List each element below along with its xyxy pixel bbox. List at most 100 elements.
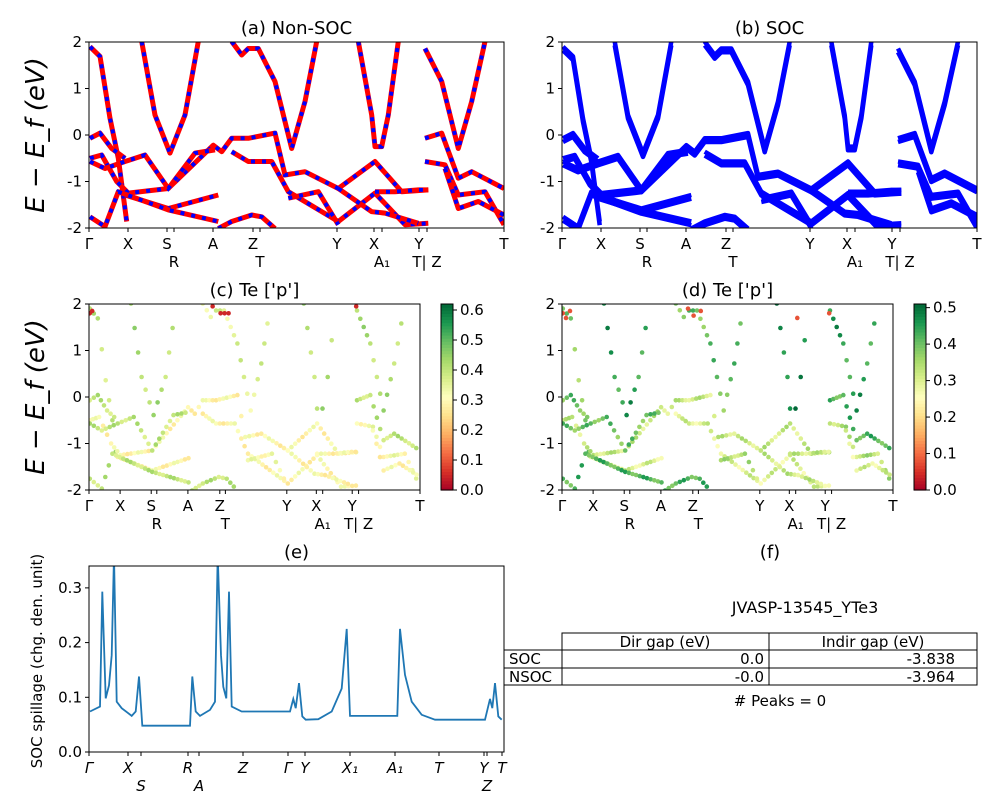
scatter-point: [318, 457, 323, 462]
scatter-point: [562, 421, 566, 426]
scatter-point: [690, 421, 696, 426]
band-line-soc: [562, 147, 689, 191]
colorbar-segment: [914, 387, 926, 392]
scatter-point: [388, 433, 394, 439]
scatter-point: [374, 374, 380, 380]
y-tick-label: 0: [72, 126, 82, 144]
scatter-point: [818, 449, 824, 455]
scatter-point: [358, 422, 364, 427]
scatter-point: [235, 428, 241, 434]
colorbar-segment: [441, 390, 453, 395]
scatter-point: [826, 449, 831, 455]
scatter-point: [857, 392, 863, 398]
scatter-point: [312, 471, 317, 477]
band-line-nonsoc-up: [89, 130, 429, 196]
scatter-point: [404, 465, 409, 471]
scatter-point: [338, 450, 343, 456]
scatter-point: [604, 461, 610, 466]
x-tick-label: X: [369, 235, 379, 253]
scatter-point: [862, 464, 867, 470]
y-tick-label: -2: [67, 219, 82, 237]
scatter-point: [208, 314, 214, 320]
scatter-point: [568, 392, 574, 398]
scatter-point: [880, 467, 886, 473]
scatter-point: [407, 467, 413, 473]
scatter-point: [163, 374, 168, 380]
scatter-point: [864, 431, 870, 437]
scatter-point: [314, 421, 320, 426]
colorbar-segment: [441, 393, 453, 398]
scatter-point: [349, 449, 354, 455]
colorbar-segment: [914, 443, 926, 448]
x-tick-label: Z: [688, 497, 698, 515]
scatter-point: [754, 476, 760, 481]
panel-title: (a) Non-SOC: [241, 18, 352, 39]
band-line-nonsoc-down: [423, 42, 487, 157]
band-line-nonsoc-down: [217, 212, 277, 228]
scatter-point: [847, 374, 853, 380]
band-line-soc-split: [702, 43, 792, 155]
table-cell-nsoc-dir: -0.0: [735, 668, 764, 686]
scatter-point: [769, 438, 775, 443]
scatter-point: [157, 465, 162, 471]
scatter-point: [135, 450, 141, 455]
scatter-point: [844, 404, 849, 409]
colorbar-tick-label: 0.6: [460, 301, 484, 319]
scatter-point: [574, 403, 580, 408]
scatter-point: [131, 414, 136, 420]
scatter-point: [397, 461, 402, 466]
x-tick-label: Y: [886, 235, 897, 253]
band-line-soc: [848, 187, 902, 194]
scatter-point: [844, 358, 849, 363]
scatter-point: [690, 308, 696, 313]
scatter-point: [562, 306, 566, 311]
scatter-point: [850, 426, 856, 432]
scatter-point: [835, 422, 841, 428]
scatter-point: [204, 308, 210, 313]
scatter-point: [811, 484, 817, 490]
scatter-point: [568, 316, 574, 321]
scatter-point: [861, 433, 866, 439]
scatter-point: [103, 426, 108, 432]
scatter-point: [95, 425, 101, 431]
scatter-point: [798, 374, 803, 380]
band-line-nonsoc-down: [443, 167, 504, 217]
scatter-point: [632, 387, 637, 393]
scatter-point: [247, 433, 252, 439]
colorbar-segment: [914, 341, 926, 345]
scatter-point: [622, 469, 628, 475]
scatter-point: [744, 470, 749, 476]
scatter-point: [866, 462, 871, 468]
colorbar-tick-label: 0.1: [933, 445, 957, 463]
scatter-point-hot: [218, 311, 223, 316]
scatter-point: [292, 474, 298, 479]
colorbar-segment: [914, 403, 926, 407]
colorbar-segment: [441, 443, 453, 448]
scatter-point: [708, 341, 713, 346]
colorbar-segment: [914, 459, 926, 463]
scatter-point: [571, 398, 577, 403]
x-tick-label: A₁: [386, 759, 403, 777]
scatter-point: [728, 432, 733, 437]
colorbar-segment: [441, 455, 453, 460]
scatter-point: [680, 398, 685, 403]
scatter-point: [879, 441, 885, 446]
scatter-point: [354, 308, 360, 313]
scatter-point: [259, 431, 264, 437]
x-tick-label: T: [498, 235, 509, 253]
colorbar-segment: [914, 428, 926, 432]
scatter-point: [601, 451, 607, 456]
colorbar-segment: [441, 440, 453, 445]
scatter-point: [117, 454, 122, 460]
scatter-point: [120, 456, 126, 462]
colorbar-segment: [914, 325, 926, 330]
scatter-point: [683, 418, 688, 424]
scatter-point: [254, 432, 260, 437]
scatter-point: [724, 433, 729, 438]
colorbar-segment: [441, 424, 453, 429]
scatter-point: [400, 463, 406, 469]
colorbar-segment: [914, 406, 926, 410]
colorbar-segment: [441, 412, 453, 417]
colorbar-segment: [441, 459, 453, 463]
scatter-point: [843, 428, 849, 433]
